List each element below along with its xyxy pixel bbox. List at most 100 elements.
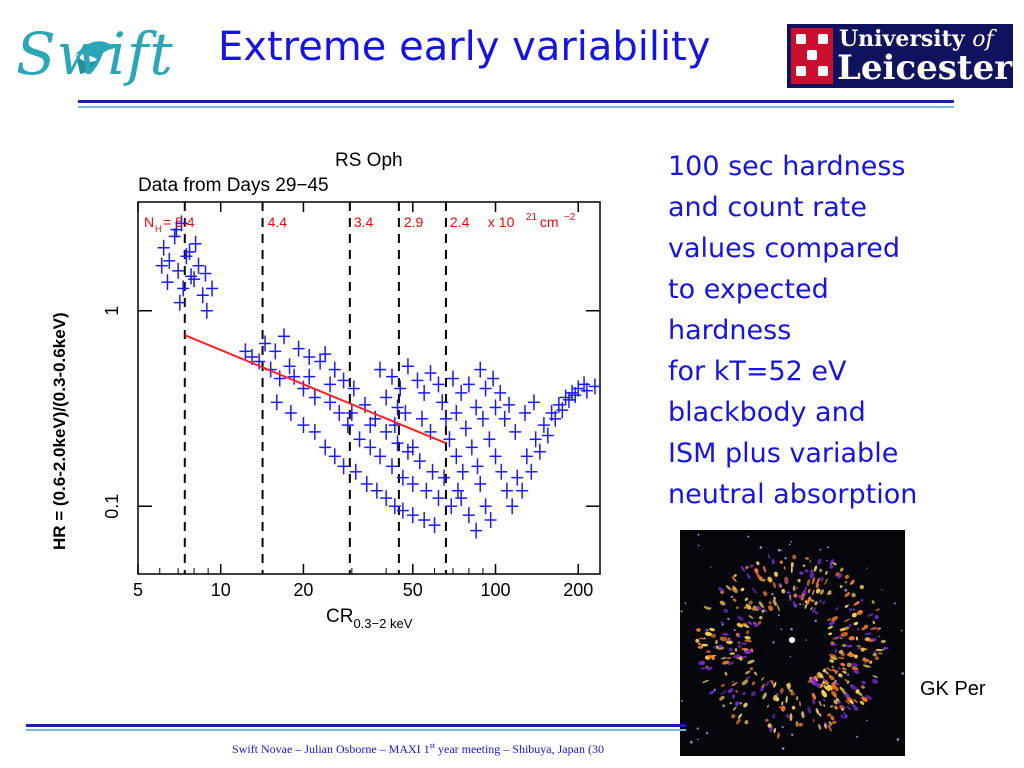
side-text-line: ISM plus variable (668, 438, 899, 469)
data-point (185, 268, 198, 285)
nh-label-sub: H (155, 224, 162, 234)
data-point (401, 358, 414, 375)
data-point (183, 243, 196, 260)
data-point (239, 343, 252, 360)
swift-logo-text: Swift (16, 20, 174, 88)
side-text-line: for kT=52 eV (668, 356, 847, 387)
hardness-ratio-chart: RS Oph Data from Days 29−45 5 10 20 50 100 20… (102, 150, 601, 631)
data-point (284, 404, 297, 421)
side-text-line: values compared (668, 233, 901, 264)
data-point (489, 399, 502, 416)
nh-label: 3.4 (354, 214, 374, 230)
data-point (391, 435, 404, 452)
header-rule (78, 100, 954, 103)
data-point (436, 394, 449, 411)
data-point (562, 391, 575, 408)
data-point (380, 490, 393, 507)
data-point (487, 370, 500, 387)
data-point (462, 507, 475, 524)
data-point (578, 376, 591, 393)
nh-label: x 10 (488, 214, 515, 230)
x-tick-label: 200 (563, 580, 593, 600)
data-point (525, 463, 538, 480)
data-point (498, 410, 511, 427)
data-point (157, 239, 170, 256)
data-point (328, 361, 341, 378)
model-hardness-line (184, 334, 447, 445)
data-point (273, 370, 286, 387)
data-point (556, 402, 569, 419)
data-point (314, 353, 327, 370)
data-point (432, 376, 445, 393)
nh-label: 4.4 (268, 214, 288, 230)
data-point (506, 498, 519, 515)
data-point (200, 302, 213, 319)
data-point (462, 376, 475, 393)
swift-bird-icon (76, 41, 116, 74)
data-point (353, 431, 366, 448)
crest-icon (791, 28, 833, 84)
data-point (470, 522, 483, 539)
data-point (465, 439, 478, 456)
data-point (175, 215, 188, 232)
side-text-line: hardness (668, 315, 792, 346)
data-point (292, 340, 305, 357)
y-axis-label: HR = (0.6-2.0keV)/(0.3-0.6keV) (50, 312, 69, 550)
data-point (308, 389, 321, 406)
data-point (199, 265, 212, 282)
data-point (385, 458, 398, 475)
data-point (341, 417, 354, 434)
data-point (196, 287, 209, 304)
data-point (503, 396, 516, 413)
nh-label: cm (540, 214, 559, 230)
data-point (180, 248, 193, 265)
side-text-line: neutral absorption (668, 479, 918, 510)
data-point (388, 417, 401, 434)
image-caption: GK Per (920, 678, 986, 700)
data-point (406, 475, 419, 492)
data-point (374, 448, 387, 465)
nh-label: = 5.4 (163, 214, 195, 230)
data-point (385, 368, 398, 385)
nh-label: 2.4 (450, 214, 470, 230)
side-text-line: 100 sec hardness (668, 151, 906, 182)
data-point (288, 368, 301, 385)
data-point (494, 384, 507, 401)
data-point (269, 343, 282, 360)
data-point (349, 463, 362, 480)
data-point (456, 463, 469, 480)
data-point (401, 443, 414, 460)
data-point (580, 382, 593, 399)
data-point (474, 475, 487, 492)
data-point (420, 482, 433, 499)
data-point (192, 257, 205, 274)
data-point (572, 380, 585, 397)
x-tick-label: 20 (293, 580, 313, 600)
data-point (396, 502, 409, 519)
data-point (172, 262, 185, 279)
data-point (388, 498, 401, 515)
data-point (509, 423, 522, 440)
data-point (537, 417, 550, 434)
side-text-line: to expected (668, 274, 829, 305)
data-point (347, 380, 360, 397)
chart-title: RS Oph (335, 150, 403, 171)
nh-label: N (144, 214, 154, 230)
data-point (374, 361, 387, 378)
data-point (406, 439, 419, 456)
data-point (566, 384, 579, 401)
data-point (424, 365, 437, 382)
data-point (345, 404, 358, 421)
data-point (364, 439, 377, 456)
data-point (364, 417, 377, 434)
chart-subtitle: Data from Days 29−45 (138, 175, 329, 196)
data-point (168, 228, 181, 245)
data-point (428, 517, 441, 534)
data-point (470, 399, 483, 416)
data-point (474, 361, 487, 378)
x-tick-label: 10 (211, 580, 231, 600)
data-point (283, 358, 296, 375)
data-point (476, 410, 489, 427)
data-point (520, 448, 533, 465)
university-logo-line2: Leicester (837, 48, 1013, 88)
